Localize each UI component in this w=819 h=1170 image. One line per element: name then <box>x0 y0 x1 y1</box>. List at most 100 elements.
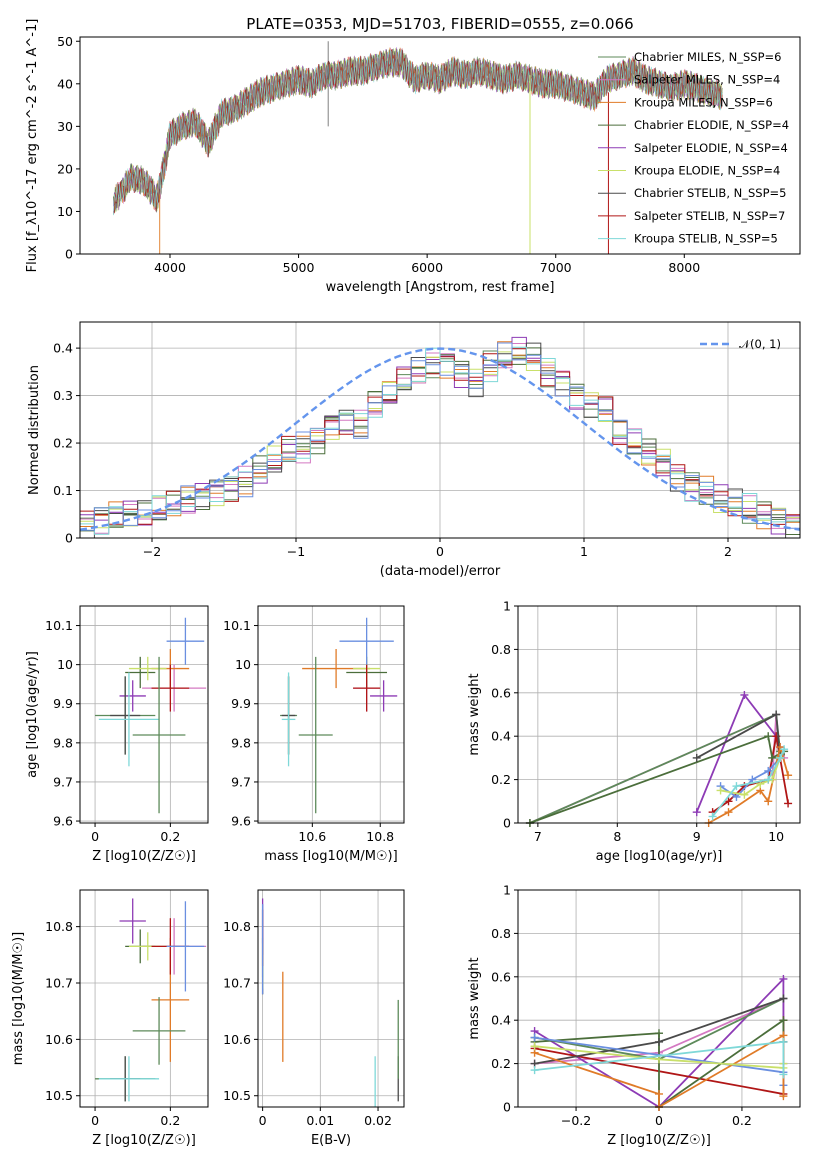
legend-entry: Chabrier ELODIE, N_SSP=4 <box>634 118 789 132</box>
y-tick-label: 0.8 <box>491 926 511 941</box>
y-tick-label: 9.8 <box>53 735 73 750</box>
axes-frame <box>517 605 801 824</box>
y-tick-label: 10.7 <box>45 976 73 991</box>
x-axis-label: E(B-V) <box>311 1133 351 1148</box>
x-axis-label: Z [log10(Z/Z☉)] <box>92 849 196 864</box>
legend-entry: Kroupa STELIB, N_SSP=5 <box>634 232 778 246</box>
y-tick-label: 0 <box>503 816 511 831</box>
x-tick-label: 7000 <box>540 260 572 275</box>
histogram-series <box>80 342 800 531</box>
y-axis-label: mass weight <box>467 957 482 1039</box>
y-tick-label: 0.1 <box>53 483 73 498</box>
y-axis-label: Normed distribution <box>27 365 42 495</box>
mass-weight-series <box>534 976 785 1109</box>
spectrum-model-line <box>113 49 723 216</box>
y-tick-label: 0.2 <box>491 772 511 787</box>
x-tick-label: 0.01 <box>306 1113 334 1128</box>
x-tick-label: 0.02 <box>364 1113 392 1128</box>
mass-vs-Z-points <box>95 898 207 1102</box>
legend-entry: Salpeter ELODIE, N_SSP=4 <box>634 141 788 155</box>
y-tick-label: 9.9 <box>53 696 73 711</box>
y-tick-label: 1 <box>503 599 511 614</box>
y-tick-label: 10.1 <box>223 618 251 633</box>
y-tick-label: 9.9 <box>231 696 251 711</box>
x-tick-label: 1 <box>580 544 588 559</box>
x-tick-label: 0 <box>436 544 444 559</box>
spectrum-lines <box>113 41 723 254</box>
mass-weight-vs-Z-lines <box>530 974 788 1111</box>
y-tick-label: 9.6 <box>53 814 73 829</box>
x-tick-label: −2 <box>143 544 161 559</box>
residuals-axes: −2 −1 0 1 2 0 0.1 0.2 0.3 0.4 (data-model)/error No… <box>27 321 801 579</box>
x-tick-label: −0.2 <box>561 1113 591 1128</box>
y-tick-label: 10.8 <box>45 919 73 934</box>
y-tick-label: 9.8 <box>231 735 251 750</box>
x-tick-label: 0 <box>259 1113 267 1128</box>
axes-frame <box>79 605 209 824</box>
axes-frame <box>79 36 801 255</box>
y-tick-label: 10.5 <box>45 1088 73 1103</box>
legend-entry: Salpeter STELIB, N_SSP=7 <box>634 209 785 223</box>
spectrum-model-line <box>113 48 723 214</box>
x-axis-label: Z [log10(Z/Z☉)] <box>92 1133 196 1148</box>
x-tick-label: 10.6 <box>298 829 326 844</box>
x-axis-label: Z [log10(Z/Z☉)] <box>607 1133 711 1148</box>
y-tick-label: 0 <box>65 531 73 546</box>
y-tick-label: 10.8 <box>223 919 251 934</box>
legend-entry: Kroupa ELODIE, N_SSP=4 <box>634 164 780 178</box>
y-tick-label: 20 <box>57 161 73 176</box>
age-vs-mass-points <box>280 617 398 814</box>
y-tick-label: 9.7 <box>53 774 73 789</box>
x-tick-label: 4000 <box>154 260 186 275</box>
y-tick-label: 10.6 <box>223 1032 251 1047</box>
y-tick-label: 9.7 <box>231 774 251 789</box>
x-tick-label: 0.2 <box>160 1113 180 1128</box>
x-tick-label: 5000 <box>283 260 315 275</box>
y-tick-label: 10.6 <box>45 1032 73 1047</box>
x-tick-label: 6000 <box>411 260 443 275</box>
x-tick-label: 0 <box>91 829 99 844</box>
y-tick-label: 9.6 <box>231 814 251 829</box>
mass-weight-series <box>529 713 781 824</box>
histogram-steps <box>80 336 800 538</box>
y-tick-label: 0.8 <box>491 642 511 657</box>
axes-frame <box>257 889 405 1108</box>
legend-entry: Kroupa MILES, N_SSP=6 <box>634 95 773 109</box>
y-tick-label: 10.7 <box>223 976 251 991</box>
mass-vs-EBV-axes: 0 0.01 0.02 10.5 10.6 10.7 10.8 E(B-V) <box>223 889 405 1148</box>
x-axis-label: mass [log10(M/M☉)] <box>264 849 397 864</box>
histogram-series <box>80 346 800 535</box>
y-tick-label: 10 <box>57 204 73 219</box>
y-tick-label: 0 <box>503 1100 511 1115</box>
y-tick-label: 0.6 <box>491 685 511 700</box>
y-tick-label: 0.4 <box>491 1013 511 1028</box>
mass-weight-series <box>708 746 789 824</box>
y-tick-label: 0.6 <box>491 969 511 984</box>
x-tick-label: 2 <box>724 544 732 559</box>
y-tick-label: 10 <box>235 657 251 672</box>
x-tick-label: 8 <box>613 829 621 844</box>
y-tick-label: 50 <box>57 34 73 49</box>
x-tick-label: 0.2 <box>732 1113 752 1128</box>
legend-entry: Chabrier MILES, N_SSP=6 <box>634 50 781 64</box>
y-tick-label: 10.5 <box>223 1088 251 1103</box>
y-tick-label: 0.4 <box>53 341 73 356</box>
mass-weight-vs-age-lines <box>525 690 793 827</box>
y-axis-label: age [log10(age/yr)] <box>25 651 40 778</box>
y-tick-label: 0.2 <box>53 436 73 451</box>
y-axis-label: mass [log10(M/M☉)] <box>11 932 26 1065</box>
axes-frame <box>517 889 801 1108</box>
mass-vs-Z-axes: 0 0.2 10.5 10.6 10.7 10.8 Z [log10(Z/Z☉)] mass … <box>11 889 209 1148</box>
y-tick-label: 10.1 <box>45 618 73 633</box>
y-tick-label: 0 <box>65 247 73 262</box>
y-tick-label: 40 <box>57 76 73 91</box>
x-tick-label: 0 <box>655 1113 663 1128</box>
y-tick-label: 30 <box>57 119 73 134</box>
x-axis-label: (data-model)/error <box>380 564 501 579</box>
mass-weight-vs-age-axes: 7 8 9 10 0 0.2 0.4 0.6 0.8 1 age [log10(age/yr)] ma… <box>467 599 801 864</box>
figure-title: PLATE=0353, MJD=51703, FIBERID=0555, z=0… <box>246 15 633 33</box>
x-tick-label: 8000 <box>668 260 700 275</box>
age-vs-Z-points <box>95 617 207 814</box>
legend-entry: Chabrier STELIB, N_SSP=5 <box>634 186 786 200</box>
